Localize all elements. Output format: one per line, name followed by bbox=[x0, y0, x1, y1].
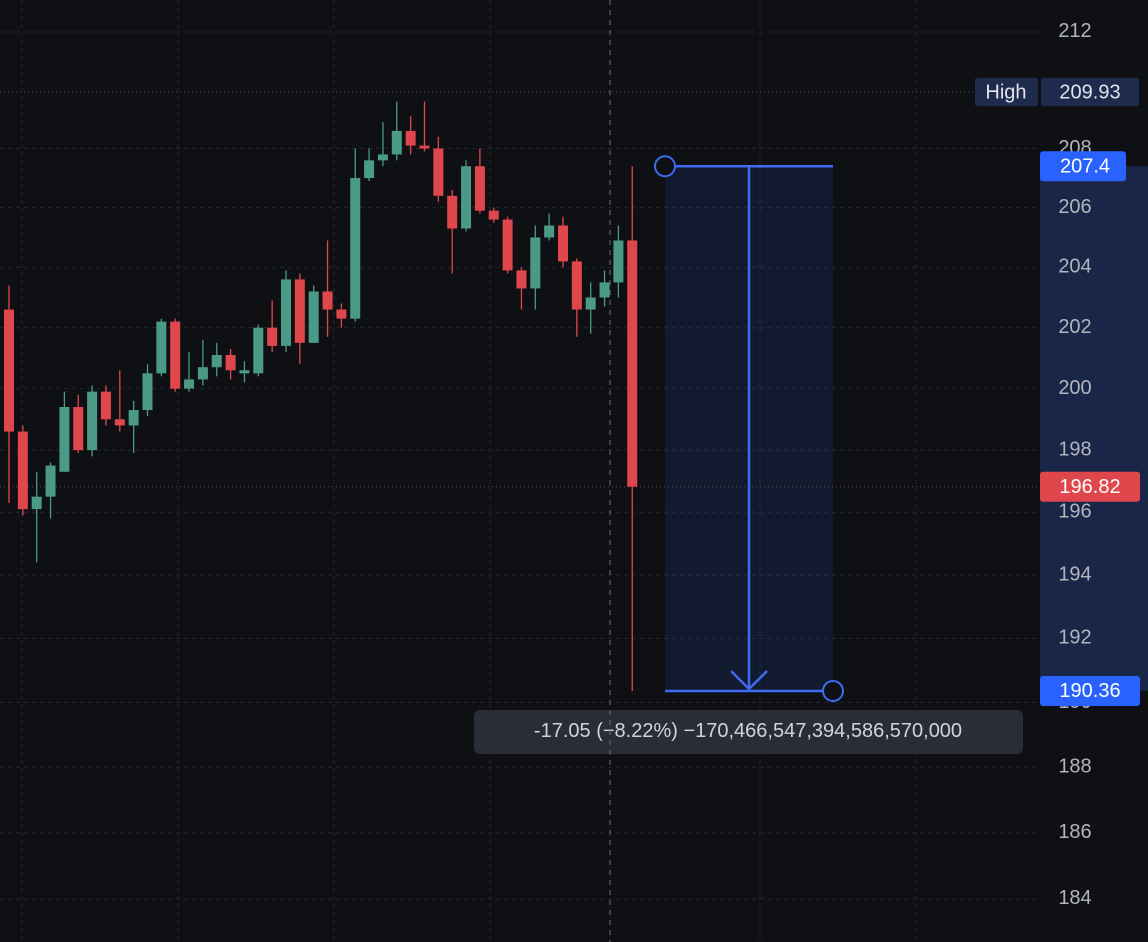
measure-end-label: 190.36 bbox=[1059, 680, 1120, 702]
y-tick-label: 188 bbox=[1058, 756, 1091, 778]
last-price-label: 196.82 bbox=[1059, 476, 1120, 498]
candle-body bbox=[156, 321, 167, 374]
candle-body bbox=[419, 145, 430, 149]
candle-body bbox=[100, 391, 111, 420]
candle-body bbox=[433, 148, 444, 196]
measure-tooltip-text: -17.05 (−8.22%) −170,466,547,394,586,570… bbox=[534, 720, 962, 742]
candle-body bbox=[530, 237, 541, 289]
candle-body bbox=[585, 297, 596, 310]
candle-body bbox=[294, 279, 305, 343]
measure-arrowhead bbox=[730, 670, 768, 691]
candle-body bbox=[184, 379, 195, 389]
measure-handle bbox=[822, 679, 844, 702]
candles bbox=[4, 101, 638, 691]
candle-body bbox=[87, 391, 98, 451]
y-tick-label: 192 bbox=[1058, 627, 1091, 649]
y-tick-label: 194 bbox=[1058, 563, 1091, 585]
candle-body bbox=[322, 291, 333, 310]
candle-body bbox=[391, 130, 402, 155]
candle-body bbox=[17, 431, 28, 510]
candle-body bbox=[281, 279, 291, 346]
measure-start-label: 207.4 bbox=[1060, 156, 1110, 178]
candle-body bbox=[558, 225, 568, 262]
candle-body bbox=[197, 367, 208, 380]
y-tick-label: 196 bbox=[1058, 501, 1091, 523]
candle-body bbox=[308, 291, 319, 343]
y-tick-label: 200 bbox=[1058, 377, 1091, 399]
candle-body bbox=[239, 370, 250, 374]
y-tick-label: 202 bbox=[1058, 316, 1091, 338]
high-value: 209.93 bbox=[1059, 81, 1120, 103]
candle-body bbox=[73, 406, 84, 451]
measure-tool: -17.05 (−8.22%) −170,466,547,394,586,570… bbox=[474, 155, 1023, 754]
candle-body bbox=[253, 327, 264, 374]
candle-body bbox=[31, 496, 42, 510]
measure-axis-band bbox=[1040, 166, 1148, 691]
candle-body bbox=[377, 154, 388, 161]
candle-body bbox=[488, 210, 499, 220]
y-tick-label: 186 bbox=[1058, 821, 1091, 843]
candle-body bbox=[142, 373, 153, 411]
candle-body bbox=[474, 166, 485, 211]
y-tick-label: 198 bbox=[1058, 438, 1091, 460]
candle-body bbox=[599, 282, 610, 298]
candle-body bbox=[225, 355, 236, 371]
y-tick-label: 212 bbox=[1058, 20, 1091, 42]
candle-body bbox=[267, 327, 278, 346]
measure-tooltip bbox=[474, 709, 1023, 754]
candle-body bbox=[336, 309, 347, 319]
measure-start-box bbox=[1040, 151, 1126, 182]
axis-background bbox=[1040, 166, 1148, 691]
candle-body bbox=[544, 225, 555, 238]
candle-body bbox=[364, 160, 375, 179]
candle-body bbox=[59, 406, 70, 472]
candle-body bbox=[627, 240, 638, 487]
candle-body bbox=[571, 261, 582, 310]
high-label: High bbox=[985, 81, 1026, 103]
candle-body bbox=[613, 240, 624, 283]
high-value-box bbox=[1041, 78, 1139, 107]
candle-body bbox=[461, 166, 472, 229]
candle-body bbox=[405, 130, 416, 146]
y-tick-label: 184 bbox=[1058, 887, 1091, 909]
candle-body bbox=[45, 465, 56, 497]
candle-body bbox=[447, 195, 458, 229]
candle-body bbox=[170, 321, 181, 389]
measure-end-box bbox=[1040, 675, 1140, 706]
measure-handle bbox=[654, 155, 676, 178]
vertical-grid bbox=[21, 0, 917, 942]
candle-body bbox=[4, 309, 14, 432]
high-label-box bbox=[975, 78, 1038, 107]
y-tick-label: 204 bbox=[1058, 256, 1091, 278]
y-tick-label: 206 bbox=[1058, 196, 1091, 218]
candle-body bbox=[502, 219, 513, 271]
candle-body bbox=[128, 410, 139, 426]
candle-body bbox=[516, 270, 527, 289]
candle-body bbox=[211, 355, 222, 368]
horizontal-grid bbox=[0, 31, 1040, 900]
candle-body bbox=[350, 178, 361, 319]
last-price-box bbox=[1040, 471, 1140, 502]
price-labels: High 209.93 207.4 196.82 190.36 bbox=[975, 78, 1140, 706]
candle-body bbox=[114, 419, 125, 426]
